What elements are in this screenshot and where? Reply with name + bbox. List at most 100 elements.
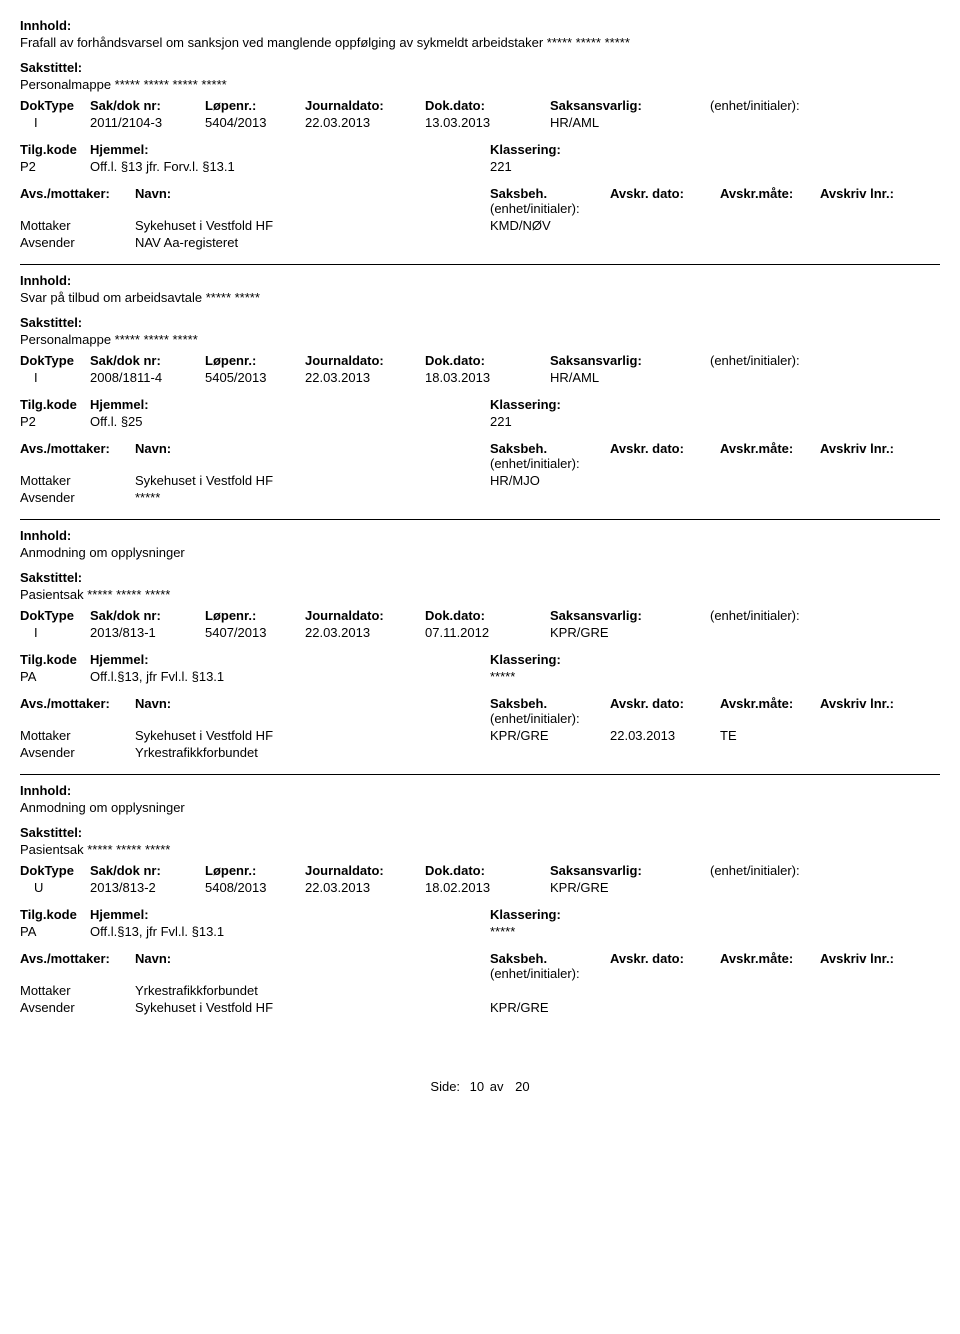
- lopenr-value: 5404/2013: [205, 115, 305, 130]
- lopenr-label: Løpenr.:: [205, 863, 305, 878]
- footer-av: av: [490, 1079, 504, 1094]
- avsender-navn: Yrkestrafikkforbundet: [135, 745, 490, 760]
- avsender-sb: [490, 235, 940, 250]
- lopenr-value: 5408/2013: [205, 880, 305, 895]
- saksansvarlig-value: HR/AML: [550, 370, 710, 385]
- avskrmate-label: Avskr.måte:: [720, 186, 820, 216]
- saksbeh-value: HR/MJO: [490, 473, 610, 488]
- avskrdato-label: Avskr. dato:: [610, 441, 720, 471]
- journaldato-label: Journaldato:: [305, 863, 425, 878]
- sakstittel-label: Sakstittel:: [20, 60, 940, 75]
- avskrmate-value: [720, 983, 940, 998]
- journaldato-label: Journaldato:: [305, 98, 425, 113]
- enhetinit-value: [710, 115, 940, 130]
- enhetinit-label: (enhet/initialer):: [710, 353, 940, 368]
- sakdok-value: 2011/2104-3: [90, 115, 205, 130]
- saksansvarlig-value: KPR/GRE: [550, 880, 710, 895]
- sakstittel-text: Personalmappe ***** ***** *****: [20, 332, 940, 347]
- enhetinit-value: [710, 880, 940, 895]
- innhold-text: Frafall av forhåndsvarsel om sanksjon ve…: [20, 35, 940, 50]
- avsender-label: Avsender: [20, 1000, 135, 1015]
- hjemmel-label: Hjemmel:: [90, 397, 490, 412]
- avskrivlnr-label: Avskriv lnr.:: [820, 186, 940, 216]
- avsender-navn: *****: [135, 490, 490, 505]
- dokdato-value: 13.03.2013: [425, 115, 550, 130]
- journal-record: Innhold: Anmodning om opplysninger Sakst…: [20, 783, 940, 1029]
- saksbeh-label: Saksbeh.(enhet/initialer):: [490, 186, 610, 216]
- saksbeh-label: Saksbeh.(enhet/initialer):: [490, 951, 610, 981]
- avsmottaker-label: Avs./mottaker:: [20, 696, 135, 726]
- saksansvarlig-value: HR/AML: [550, 115, 710, 130]
- journaldato-value: 22.03.2013: [305, 625, 425, 640]
- navn-label: Navn:: [135, 696, 490, 726]
- doktype-label: DokType: [20, 608, 90, 623]
- tilgkode-label: Tilg.kode: [20, 907, 90, 922]
- mottaker-label: Mottaker: [20, 728, 135, 743]
- innhold-text: Svar på tilbud om arbeidsavtale ***** **…: [20, 290, 940, 305]
- mottaker-navn: Sykehuset i Vestfold HF: [135, 728, 490, 743]
- avskrdato-value: 22.03.2013: [610, 728, 720, 743]
- mottaker-navn: Yrkestrafikkforbundet: [135, 983, 490, 998]
- klassering-label: Klassering:: [490, 397, 940, 412]
- innhold-label: Innhold:: [20, 783, 940, 798]
- avskrdato-value: [610, 473, 720, 488]
- footer-side-label: Side:: [430, 1079, 460, 1094]
- sakstittel-text: Pasientsak ***** ***** *****: [20, 842, 940, 857]
- enhetinit-label: (enhet/initialer):: [710, 863, 940, 878]
- innhold-label: Innhold:: [20, 528, 940, 543]
- journal-record: Innhold: Frafall av forhåndsvarsel om sa…: [20, 18, 940, 265]
- avsender-label: Avsender: [20, 235, 135, 250]
- sakstittel-text: Pasientsak ***** ***** *****: [20, 587, 940, 602]
- hjemmel-value: Off.l. §25: [90, 414, 490, 429]
- hjemmel-label: Hjemmel:: [90, 907, 490, 922]
- klassering-value: 221: [490, 159, 940, 174]
- lopenr-label: Løpenr.:: [205, 98, 305, 113]
- doktype-value: I: [20, 370, 90, 385]
- mottaker-navn: Sykehuset i Vestfold HF: [135, 218, 490, 233]
- avsender-navn: Sykehuset i Vestfold HF: [135, 1000, 490, 1015]
- sakstittel-text: Personalmappe ***** ***** ***** *****: [20, 77, 940, 92]
- saksbeh-label: Saksbeh.(enhet/initialer):: [490, 696, 610, 726]
- mottaker-label: Mottaker: [20, 983, 135, 998]
- avskrmate-label: Avskr.måte:: [720, 441, 820, 471]
- navn-label: Navn:: [135, 441, 490, 471]
- hjemmel-value: Off.l.§13, jfr Fvl.l. §13.1: [90, 924, 490, 939]
- dokdato-label: Dok.dato:: [425, 353, 550, 368]
- avsender-sb: KPR/GRE: [490, 1000, 940, 1015]
- avsmottaker-label: Avs./mottaker:: [20, 186, 135, 216]
- journaldato-value: 22.03.2013: [305, 880, 425, 895]
- hjemmel-value: Off.l.§13, jfr Fvl.l. §13.1: [90, 669, 490, 684]
- doktype-label: DokType: [20, 863, 90, 878]
- hjemmel-label: Hjemmel:: [90, 652, 490, 667]
- lopenr-value: 5407/2013: [205, 625, 305, 640]
- sakstittel-label: Sakstittel:: [20, 570, 940, 585]
- klassering-value: *****: [490, 924, 940, 939]
- avskrivlnr-label: Avskriv lnr.:: [820, 951, 940, 981]
- saksansvarlig-label: Saksansvarlig:: [550, 863, 710, 878]
- innhold-label: Innhold:: [20, 273, 940, 288]
- journal-record: Innhold: Svar på tilbud om arbeidsavtale…: [20, 273, 940, 520]
- klassering-label: Klassering:: [490, 142, 940, 157]
- tilgkode-label: Tilg.kode: [20, 397, 90, 412]
- dokdato-value: 07.11.2012: [425, 625, 550, 640]
- doktype-value: U: [20, 880, 90, 895]
- lopenr-value: 5405/2013: [205, 370, 305, 385]
- tilgkode-value: PA: [20, 669, 90, 684]
- hjemmel-value: Off.l. §13 jfr. Forv.l. §13.1: [90, 159, 490, 174]
- doktype-label: DokType: [20, 98, 90, 113]
- dokdato-label: Dok.dato:: [425, 863, 550, 878]
- saksansvarlig-label: Saksansvarlig:: [550, 98, 710, 113]
- enhetinit-value: [710, 370, 940, 385]
- hjemmel-label: Hjemmel:: [90, 142, 490, 157]
- sakdok-label: Sak/dok nr:: [90, 863, 205, 878]
- klassering-value: *****: [490, 669, 940, 684]
- footer-total: 20: [515, 1079, 529, 1094]
- mottaker-label: Mottaker: [20, 218, 135, 233]
- avskrdato-label: Avskr. dato:: [610, 696, 720, 726]
- sakdok-value: 2013/813-1: [90, 625, 205, 640]
- tilgkode-label: Tilg.kode: [20, 652, 90, 667]
- saksbeh-label: Saksbeh.(enhet/initialer):: [490, 441, 610, 471]
- klassering-value: 221: [490, 414, 940, 429]
- saksansvarlig-value: KPR/GRE: [550, 625, 710, 640]
- saksansvarlig-label: Saksansvarlig:: [550, 353, 710, 368]
